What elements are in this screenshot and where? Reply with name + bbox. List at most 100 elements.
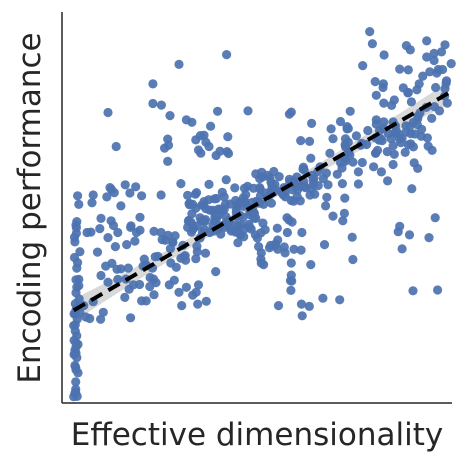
data-point [156,100,166,110]
data-point [223,132,233,142]
data-point [427,145,437,155]
data-point [282,213,292,223]
data-point [304,301,314,311]
data-point [318,293,328,303]
data-point [102,192,112,202]
data-point [296,245,306,255]
data-point [403,65,413,75]
data-point [96,270,106,281]
data-point [260,225,270,235]
data-point [306,153,316,163]
data-point [306,260,316,270]
data-point [389,95,399,105]
data-point [328,211,338,221]
data-point [391,126,401,136]
data-point [98,307,108,317]
data-point [148,79,158,89]
data-point [379,50,389,60]
data-point [243,106,253,116]
data-point [110,242,120,252]
data-point [192,221,202,231]
data-point [338,216,348,226]
data-point [335,116,346,127]
data-point [120,180,130,190]
data-point [405,45,415,55]
data-point [103,233,113,243]
data-point [382,147,392,157]
data-point [284,109,294,119]
data-point [397,244,407,254]
data-point [339,208,349,218]
data-point [156,227,166,238]
data-point [410,129,420,139]
data-point [370,77,380,87]
data-point [389,149,399,159]
data-point [145,281,155,292]
data-point [383,176,393,186]
data-point [206,121,216,131]
data-point [235,197,245,207]
data-point [156,190,166,200]
data-point [321,201,331,211]
data-point [433,285,443,295]
data-point [166,258,176,268]
data-point [427,113,437,123]
data-point [408,286,418,296]
data-point [337,179,347,189]
data-point [108,220,119,231]
data-point [379,98,389,108]
data-point [286,285,296,295]
data-point [222,50,232,60]
data-point [211,193,221,204]
data-point [256,258,266,268]
data-point [319,240,330,250]
data-point [422,133,432,143]
data-point [441,78,451,88]
data-point [163,156,173,166]
data-point [74,199,84,209]
data-point [96,314,106,324]
data-point [149,290,159,300]
data-point [425,67,435,77]
data-point [357,157,367,168]
data-point [221,175,231,185]
data-point [343,137,353,147]
data-point [223,148,234,159]
data-point [72,353,82,363]
data-point [396,138,406,148]
data-point [282,227,292,238]
data-point [273,301,284,311]
x-axis-label: Effective dimensionality [71,417,443,453]
data-point [388,159,398,170]
data-point [141,296,151,306]
data-point [414,79,424,89]
data-point [422,52,432,62]
data-point [293,185,303,195]
data-point [371,115,381,125]
data-point [176,253,186,263]
data-point [125,188,135,198]
data-point [239,232,249,242]
data-point [289,244,299,254]
data-point [365,27,375,37]
data-point [71,338,81,348]
data-point [87,198,97,208]
data-point [213,106,223,116]
data-point [305,136,315,146]
data-point [318,174,328,184]
data-point [409,158,419,168]
data-point [267,180,277,190]
data-point [103,277,113,287]
data-point [417,124,427,134]
regression-line [72,91,450,313]
data-point [434,106,445,116]
data-point [246,224,256,234]
data-point [187,209,197,219]
data-point [74,294,84,304]
data-point [204,179,214,189]
data-point [406,139,416,149]
data-point [418,71,428,81]
data-point [149,226,159,236]
data-point [379,117,389,127]
data-point [297,311,307,321]
